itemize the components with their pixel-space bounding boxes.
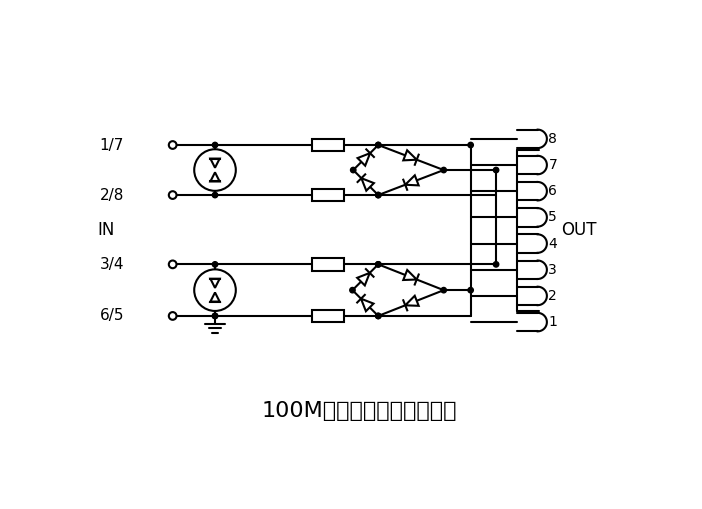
Text: 6: 6 xyxy=(548,184,557,198)
Circle shape xyxy=(194,149,236,191)
Bar xyxy=(312,258,345,270)
Circle shape xyxy=(168,191,176,199)
Circle shape xyxy=(212,192,218,198)
Polygon shape xyxy=(362,178,374,191)
Circle shape xyxy=(441,167,446,173)
Text: 8: 8 xyxy=(548,132,557,146)
Text: 100M网络信号防雷器原理图: 100M网络信号防雷器原理图 xyxy=(262,401,458,420)
Circle shape xyxy=(350,288,355,293)
Polygon shape xyxy=(405,296,418,306)
Text: 3/4: 3/4 xyxy=(100,257,124,272)
Polygon shape xyxy=(357,273,370,286)
Circle shape xyxy=(468,288,473,293)
Circle shape xyxy=(168,312,176,320)
Bar xyxy=(312,189,345,201)
Polygon shape xyxy=(357,153,370,166)
Circle shape xyxy=(212,262,218,267)
Text: 6/5: 6/5 xyxy=(100,308,124,323)
Circle shape xyxy=(212,313,218,319)
Polygon shape xyxy=(211,279,220,288)
Polygon shape xyxy=(404,150,417,160)
Text: 2: 2 xyxy=(548,289,557,303)
Polygon shape xyxy=(211,159,220,168)
Polygon shape xyxy=(211,293,220,302)
Circle shape xyxy=(494,262,498,267)
Polygon shape xyxy=(403,270,417,280)
Circle shape xyxy=(376,313,381,319)
Circle shape xyxy=(212,143,218,148)
Polygon shape xyxy=(405,175,418,185)
Text: 2/8: 2/8 xyxy=(100,187,124,203)
Text: 1: 1 xyxy=(548,315,557,329)
Circle shape xyxy=(494,167,498,173)
Polygon shape xyxy=(361,299,373,311)
Text: 4: 4 xyxy=(548,237,557,250)
Polygon shape xyxy=(211,173,220,182)
Text: 1/7: 1/7 xyxy=(100,137,124,153)
Circle shape xyxy=(376,192,381,198)
Text: 5: 5 xyxy=(548,210,557,224)
Bar xyxy=(312,310,345,322)
Bar xyxy=(312,139,345,151)
Circle shape xyxy=(376,143,381,148)
Circle shape xyxy=(376,192,381,198)
Circle shape xyxy=(168,141,176,149)
Text: IN: IN xyxy=(98,221,115,239)
Circle shape xyxy=(376,262,381,267)
Text: OUT: OUT xyxy=(561,221,596,239)
Text: 7: 7 xyxy=(548,158,557,172)
Circle shape xyxy=(350,167,356,173)
Circle shape xyxy=(194,269,236,311)
Circle shape xyxy=(376,143,381,148)
Circle shape xyxy=(212,313,218,319)
Circle shape xyxy=(441,288,446,293)
Circle shape xyxy=(376,313,381,319)
Circle shape xyxy=(376,262,381,267)
Text: 3: 3 xyxy=(548,263,557,277)
Circle shape xyxy=(168,261,176,268)
Circle shape xyxy=(468,143,473,148)
